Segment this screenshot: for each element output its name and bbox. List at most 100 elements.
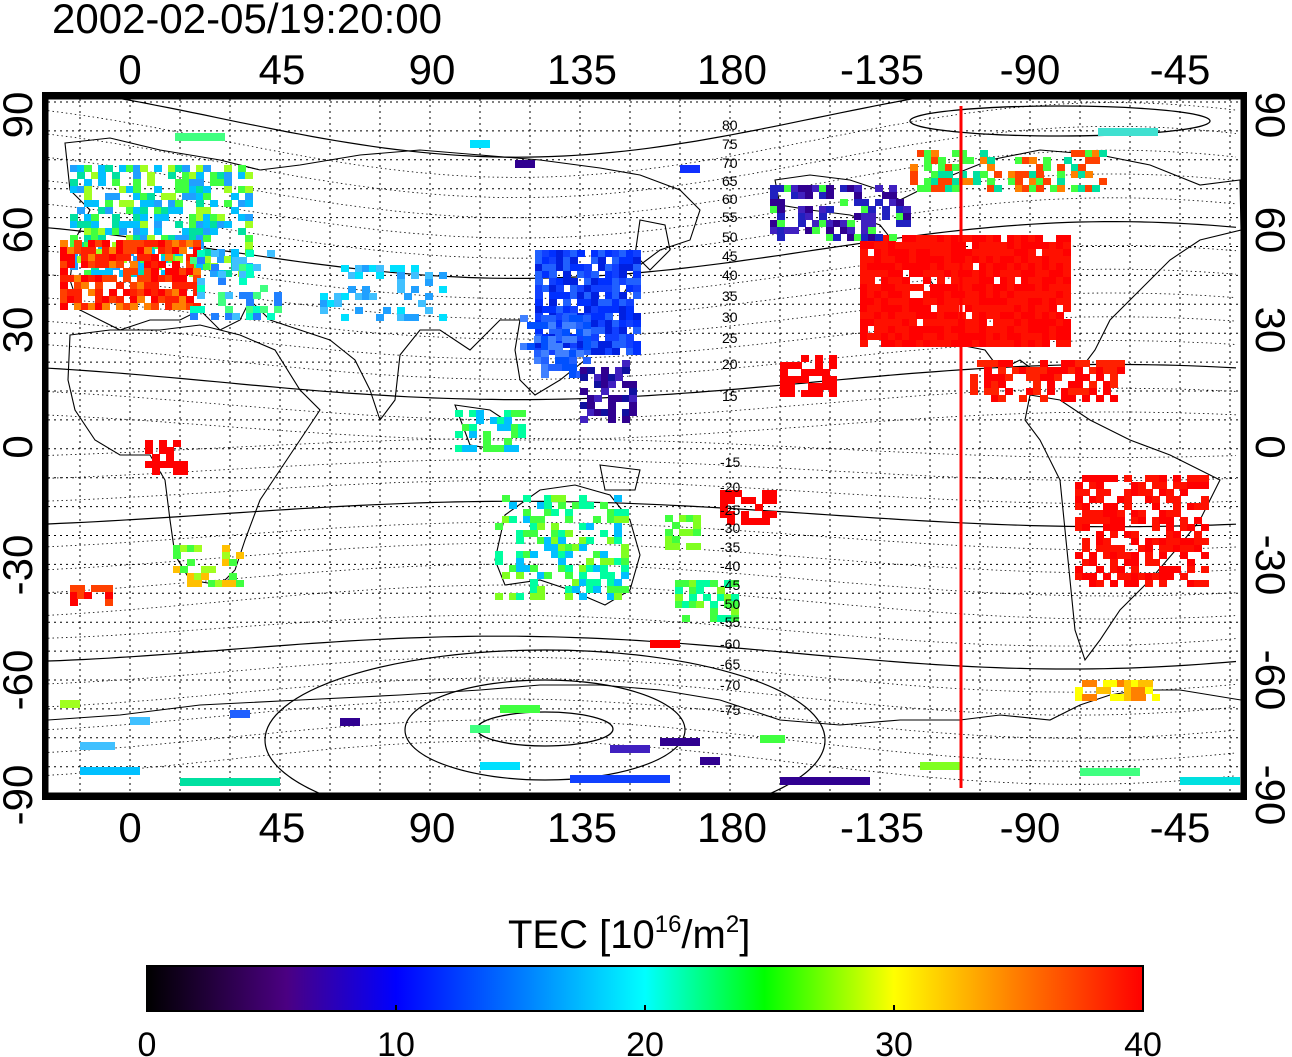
tec-cell bbox=[993, 312, 1001, 319]
tec-cell bbox=[1166, 573, 1174, 580]
tec-cell bbox=[1124, 503, 1132, 510]
tec-cell bbox=[1145, 538, 1153, 545]
tec-cell bbox=[1080, 768, 1140, 776]
tec-cell bbox=[614, 523, 622, 530]
tec-cell bbox=[881, 277, 889, 284]
tec-cell bbox=[598, 306, 606, 313]
tec-cell bbox=[703, 594, 711, 601]
tec-cell bbox=[993, 298, 1001, 305]
tec-cell bbox=[970, 388, 978, 395]
tec-cell bbox=[154, 207, 162, 214]
tec-cell bbox=[182, 165, 190, 172]
tec-cell bbox=[98, 228, 106, 235]
tec-cell bbox=[490, 445, 498, 452]
tec-cell bbox=[910, 171, 918, 178]
tec-cell bbox=[1014, 242, 1022, 249]
tec-cell bbox=[137, 254, 145, 261]
tec-cell bbox=[1063, 298, 1071, 305]
tec-cell bbox=[854, 213, 862, 220]
colorbar bbox=[146, 965, 1144, 1012]
tec-cell bbox=[1096, 360, 1104, 367]
tec-cell bbox=[909, 305, 917, 312]
tec-cell bbox=[232, 264, 240, 271]
tec-cell bbox=[203, 228, 211, 235]
tec-cell bbox=[986, 242, 994, 249]
tec-cell bbox=[556, 334, 564, 341]
tec-cell bbox=[537, 537, 545, 544]
tec-cell bbox=[762, 518, 770, 525]
tec-cell bbox=[1092, 185, 1100, 192]
tec-cell bbox=[112, 179, 120, 186]
tec-cell bbox=[944, 284, 952, 291]
tec-cell bbox=[598, 257, 606, 264]
tec-cell bbox=[731, 580, 739, 587]
tec-cell bbox=[798, 220, 806, 227]
tec-cell bbox=[861, 199, 869, 206]
tec-cell bbox=[502, 572, 510, 579]
tec-cell bbox=[972, 242, 980, 249]
tec-cell bbox=[182, 193, 190, 200]
tec-cell bbox=[993, 263, 1001, 270]
tec-cell bbox=[951, 305, 959, 312]
tec-cell bbox=[614, 586, 622, 593]
tec-cell bbox=[780, 390, 788, 397]
tec-cell bbox=[665, 536, 673, 543]
tec-cell bbox=[1054, 374, 1062, 381]
tec-cell bbox=[151, 240, 159, 247]
tec-cell bbox=[80, 742, 115, 750]
tec-cell bbox=[951, 277, 959, 284]
tec-cell bbox=[98, 165, 106, 172]
tec-cell bbox=[523, 565, 531, 572]
tec-cell bbox=[959, 157, 967, 164]
tec-cell bbox=[895, 340, 903, 347]
tec-cell bbox=[1078, 185, 1086, 192]
tec-cell bbox=[619, 264, 627, 271]
tec-cell bbox=[1124, 559, 1132, 566]
tec-cell bbox=[633, 264, 641, 271]
tec-cell bbox=[67, 261, 75, 268]
contour-line bbox=[48, 149, 1237, 219]
tec-cell bbox=[165, 296, 173, 303]
tec-cell bbox=[902, 277, 910, 284]
tec-cell bbox=[629, 388, 637, 395]
tec-cell bbox=[1201, 475, 1209, 482]
tec-cell bbox=[95, 282, 103, 289]
tec-cell bbox=[748, 497, 756, 504]
tec-cell bbox=[587, 402, 595, 409]
tec-cell bbox=[1007, 256, 1015, 263]
tec-cell bbox=[770, 185, 778, 192]
tec-cell bbox=[986, 326, 994, 333]
tec-cell bbox=[710, 601, 718, 608]
tec-cell bbox=[91, 221, 99, 228]
tec-cell bbox=[70, 165, 78, 172]
tec-cell bbox=[777, 206, 785, 213]
tec-cell bbox=[1194, 538, 1202, 545]
tec-cell bbox=[895, 270, 903, 277]
tec-cell bbox=[570, 264, 578, 271]
tec-cell bbox=[569, 357, 577, 364]
tec-cell bbox=[583, 329, 591, 336]
tec-cell bbox=[619, 341, 627, 348]
tec-cell bbox=[245, 235, 253, 242]
tec-cell bbox=[1152, 538, 1160, 545]
tec-cell bbox=[924, 164, 932, 171]
tec-cell bbox=[583, 322, 591, 329]
contour-line bbox=[48, 438, 1237, 458]
tec-cell bbox=[923, 277, 931, 284]
tec-cell bbox=[274, 306, 282, 313]
tec-cell bbox=[239, 292, 247, 299]
tec-cell bbox=[808, 369, 816, 376]
tec-cell bbox=[172, 261, 180, 268]
tec-cell bbox=[572, 544, 580, 551]
tec-cell bbox=[970, 381, 978, 388]
tec-cell bbox=[972, 291, 980, 298]
tec-cell bbox=[874, 298, 882, 305]
tec-cell bbox=[650, 640, 680, 648]
tec-cell bbox=[126, 235, 134, 242]
tec-cell bbox=[608, 381, 616, 388]
tec-cell bbox=[1014, 235, 1022, 242]
tec-cell bbox=[916, 263, 924, 270]
tec-cell bbox=[986, 277, 994, 284]
tec-cell bbox=[563, 257, 571, 264]
tec-cell bbox=[882, 192, 890, 199]
